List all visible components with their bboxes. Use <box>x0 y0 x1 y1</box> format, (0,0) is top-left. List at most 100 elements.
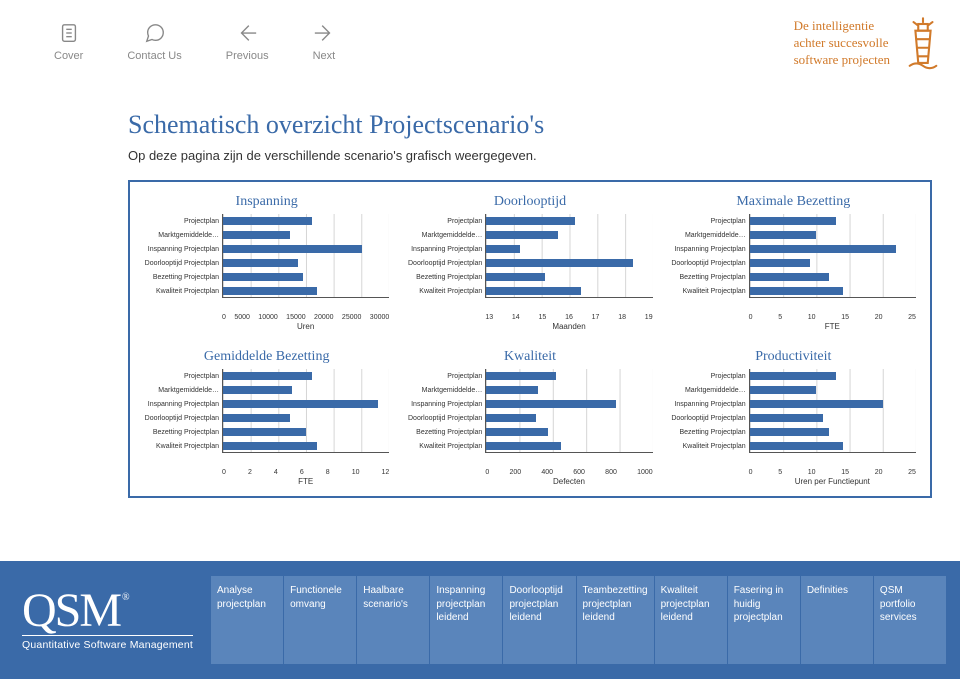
y-tick-label: Projectplan <box>711 218 746 225</box>
chart: ProductiviteitProjectplanMarktgemiddelde… <box>671 349 916 486</box>
y-tick-label: Inspanning Projectplan <box>674 246 745 253</box>
y-tick-label: Projectplan <box>447 218 482 225</box>
chat-icon <box>144 22 166 44</box>
bar <box>223 273 303 281</box>
y-tick-label: Doorlooptijd Projectplan <box>145 415 219 422</box>
bar <box>223 386 292 394</box>
x-tick-label: 400 <box>541 469 553 476</box>
bar <box>223 231 290 239</box>
footer-tab[interactable]: Definities <box>801 576 873 664</box>
document-icon <box>58 22 80 44</box>
y-tick-label: Inspanning Projectplan <box>148 401 219 408</box>
x-tick-label: 5000 <box>234 314 250 321</box>
footer-tab[interactable]: Haalbare scenario's <box>357 576 429 664</box>
tagline: De intelligentie achter succesvolle soft… <box>794 18 890 69</box>
tagline-line: achter succesvolle <box>794 35 890 52</box>
x-tick-label: 0 <box>749 469 753 476</box>
x-tick-label: 16 <box>565 314 573 321</box>
x-tick-label: 15 <box>841 314 849 321</box>
x-tick-label: 30000 <box>370 314 389 321</box>
chart: Maximale BezettingProjectplanMarktgemidd… <box>671 194 916 331</box>
chart-body: ProjectplanMarktgemiddelde…Inspanning Pr… <box>144 369 389 467</box>
y-tick-label: Projectplan <box>711 373 746 380</box>
footer-tab[interactable]: Kwaliteit projectplan leidend <box>655 576 727 664</box>
x-axis-ticks: 0510152025 <box>671 314 916 321</box>
plot-area <box>749 214 916 298</box>
x-axis-label: Uren <box>144 322 389 331</box>
chart: KwaliteitProjectplanMarktgemiddelde…Insp… <box>407 349 652 486</box>
nav-next[interactable]: Next <box>313 22 336 62</box>
x-tick-label: 10000 <box>258 314 277 321</box>
bar <box>486 386 538 394</box>
footer-tabs: Analyse projectplanFunctionele omvangHaa… <box>211 576 946 664</box>
qsm-wordmark: QSM® <box>22 589 193 632</box>
footer-tab[interactable]: Fasering in huidig projectplan <box>728 576 800 664</box>
x-tick-label: 15 <box>538 314 546 321</box>
x-tick-label: 800 <box>605 469 617 476</box>
nav-label: Cover <box>54 50 83 62</box>
y-tick-label: Kwaliteit Projectplan <box>419 443 482 450</box>
x-tick-label: 4 <box>274 469 278 476</box>
charts-panel: InspanningProjectplanMarktgemiddelde…Ins… <box>128 180 932 498</box>
y-axis-labels: ProjectplanMarktgemiddelde…Inspanning Pr… <box>407 214 485 298</box>
x-tick-label: 25000 <box>342 314 361 321</box>
bar <box>223 414 290 422</box>
x-tick-label: 6 <box>300 469 304 476</box>
y-tick-label: Marktgemiddelde… <box>158 387 219 394</box>
chart: InspanningProjectplanMarktgemiddelde…Ins… <box>144 194 389 331</box>
bar <box>223 400 378 408</box>
nav-label: Contact Us <box>127 50 181 62</box>
chart: Gemiddelde Bezetting ProjectplanMarktgemi… <box>144 349 389 486</box>
y-tick-label: Marktgemiddelde… <box>422 232 483 239</box>
y-axis-labels: ProjectplanMarktgemiddelde…Inspanning Pr… <box>407 369 485 453</box>
y-tick-label: Kwaliteit Projectplan <box>683 443 746 450</box>
nav-contact[interactable]: Contact Us <box>127 22 181 62</box>
nav-previous[interactable]: Previous <box>226 22 269 62</box>
x-tick-label: 2 <box>248 469 252 476</box>
y-tick-label: Inspanning Projectplan <box>148 246 219 253</box>
x-tick-label: 1000 <box>637 469 653 476</box>
footer-tab[interactable]: Inspanning projectplan leidend <box>430 576 502 664</box>
x-axis-ticks: 02004006008001000 <box>407 469 652 476</box>
y-tick-label: Doorlooptijd Projectplan <box>145 260 219 267</box>
nav-cover[interactable]: Cover <box>54 22 83 62</box>
y-tick-label: Marktgemiddelde… <box>685 387 746 394</box>
arrow-left-icon <box>236 22 258 44</box>
bar <box>750 259 810 267</box>
bar <box>486 273 544 281</box>
footer-tab[interactable]: Functionele omvang <box>284 576 356 664</box>
footer-tab[interactable]: Doorlooptijd projectplan leidend <box>503 576 575 664</box>
y-tick-label: Kwaliteit Projectplan <box>156 288 219 295</box>
y-tick-label: Bezetting Projectplan <box>680 429 746 436</box>
nav-label: Previous <box>226 50 269 62</box>
footer-tab[interactable]: Teambezetting projectplan leidend <box>577 576 654 664</box>
bar <box>486 414 536 422</box>
footer-tab[interactable]: QSM portfolio services <box>874 576 946 664</box>
bar <box>486 442 561 450</box>
chart-body: ProjectplanMarktgemiddelde…Inspanning Pr… <box>671 214 916 312</box>
nav-label: Next <box>313 50 336 62</box>
x-axis-ticks: 050001000015000200002500030000 <box>144 314 389 321</box>
bar <box>750 386 817 394</box>
y-tick-label: Kwaliteit Projectplan <box>683 288 746 295</box>
footer-tab[interactable]: Analyse projectplan <box>211 576 283 664</box>
lighthouse-icon <box>904 16 942 70</box>
bar <box>486 245 519 253</box>
bar <box>486 259 633 267</box>
chart-title: Gemiddelde Bezetting <box>144 349 389 365</box>
bar <box>750 442 843 450</box>
bar <box>223 217 312 225</box>
x-tick-label: 10 <box>808 314 816 321</box>
x-tick-label: 200 <box>509 469 521 476</box>
bar <box>223 259 298 267</box>
y-axis-labels: ProjectplanMarktgemiddelde…Inspanning Pr… <box>144 369 222 453</box>
bar <box>750 245 896 253</box>
bar <box>223 245 362 253</box>
chart-title: Inspanning <box>144 194 389 210</box>
x-axis-label: FTE <box>671 322 916 331</box>
x-axis-label: Defecten <box>407 477 652 486</box>
y-tick-label: Doorlooptijd Projectplan <box>408 260 482 267</box>
y-tick-label: Kwaliteit Projectplan <box>419 288 482 295</box>
x-tick-label: 10 <box>808 469 816 476</box>
bar <box>750 287 843 295</box>
